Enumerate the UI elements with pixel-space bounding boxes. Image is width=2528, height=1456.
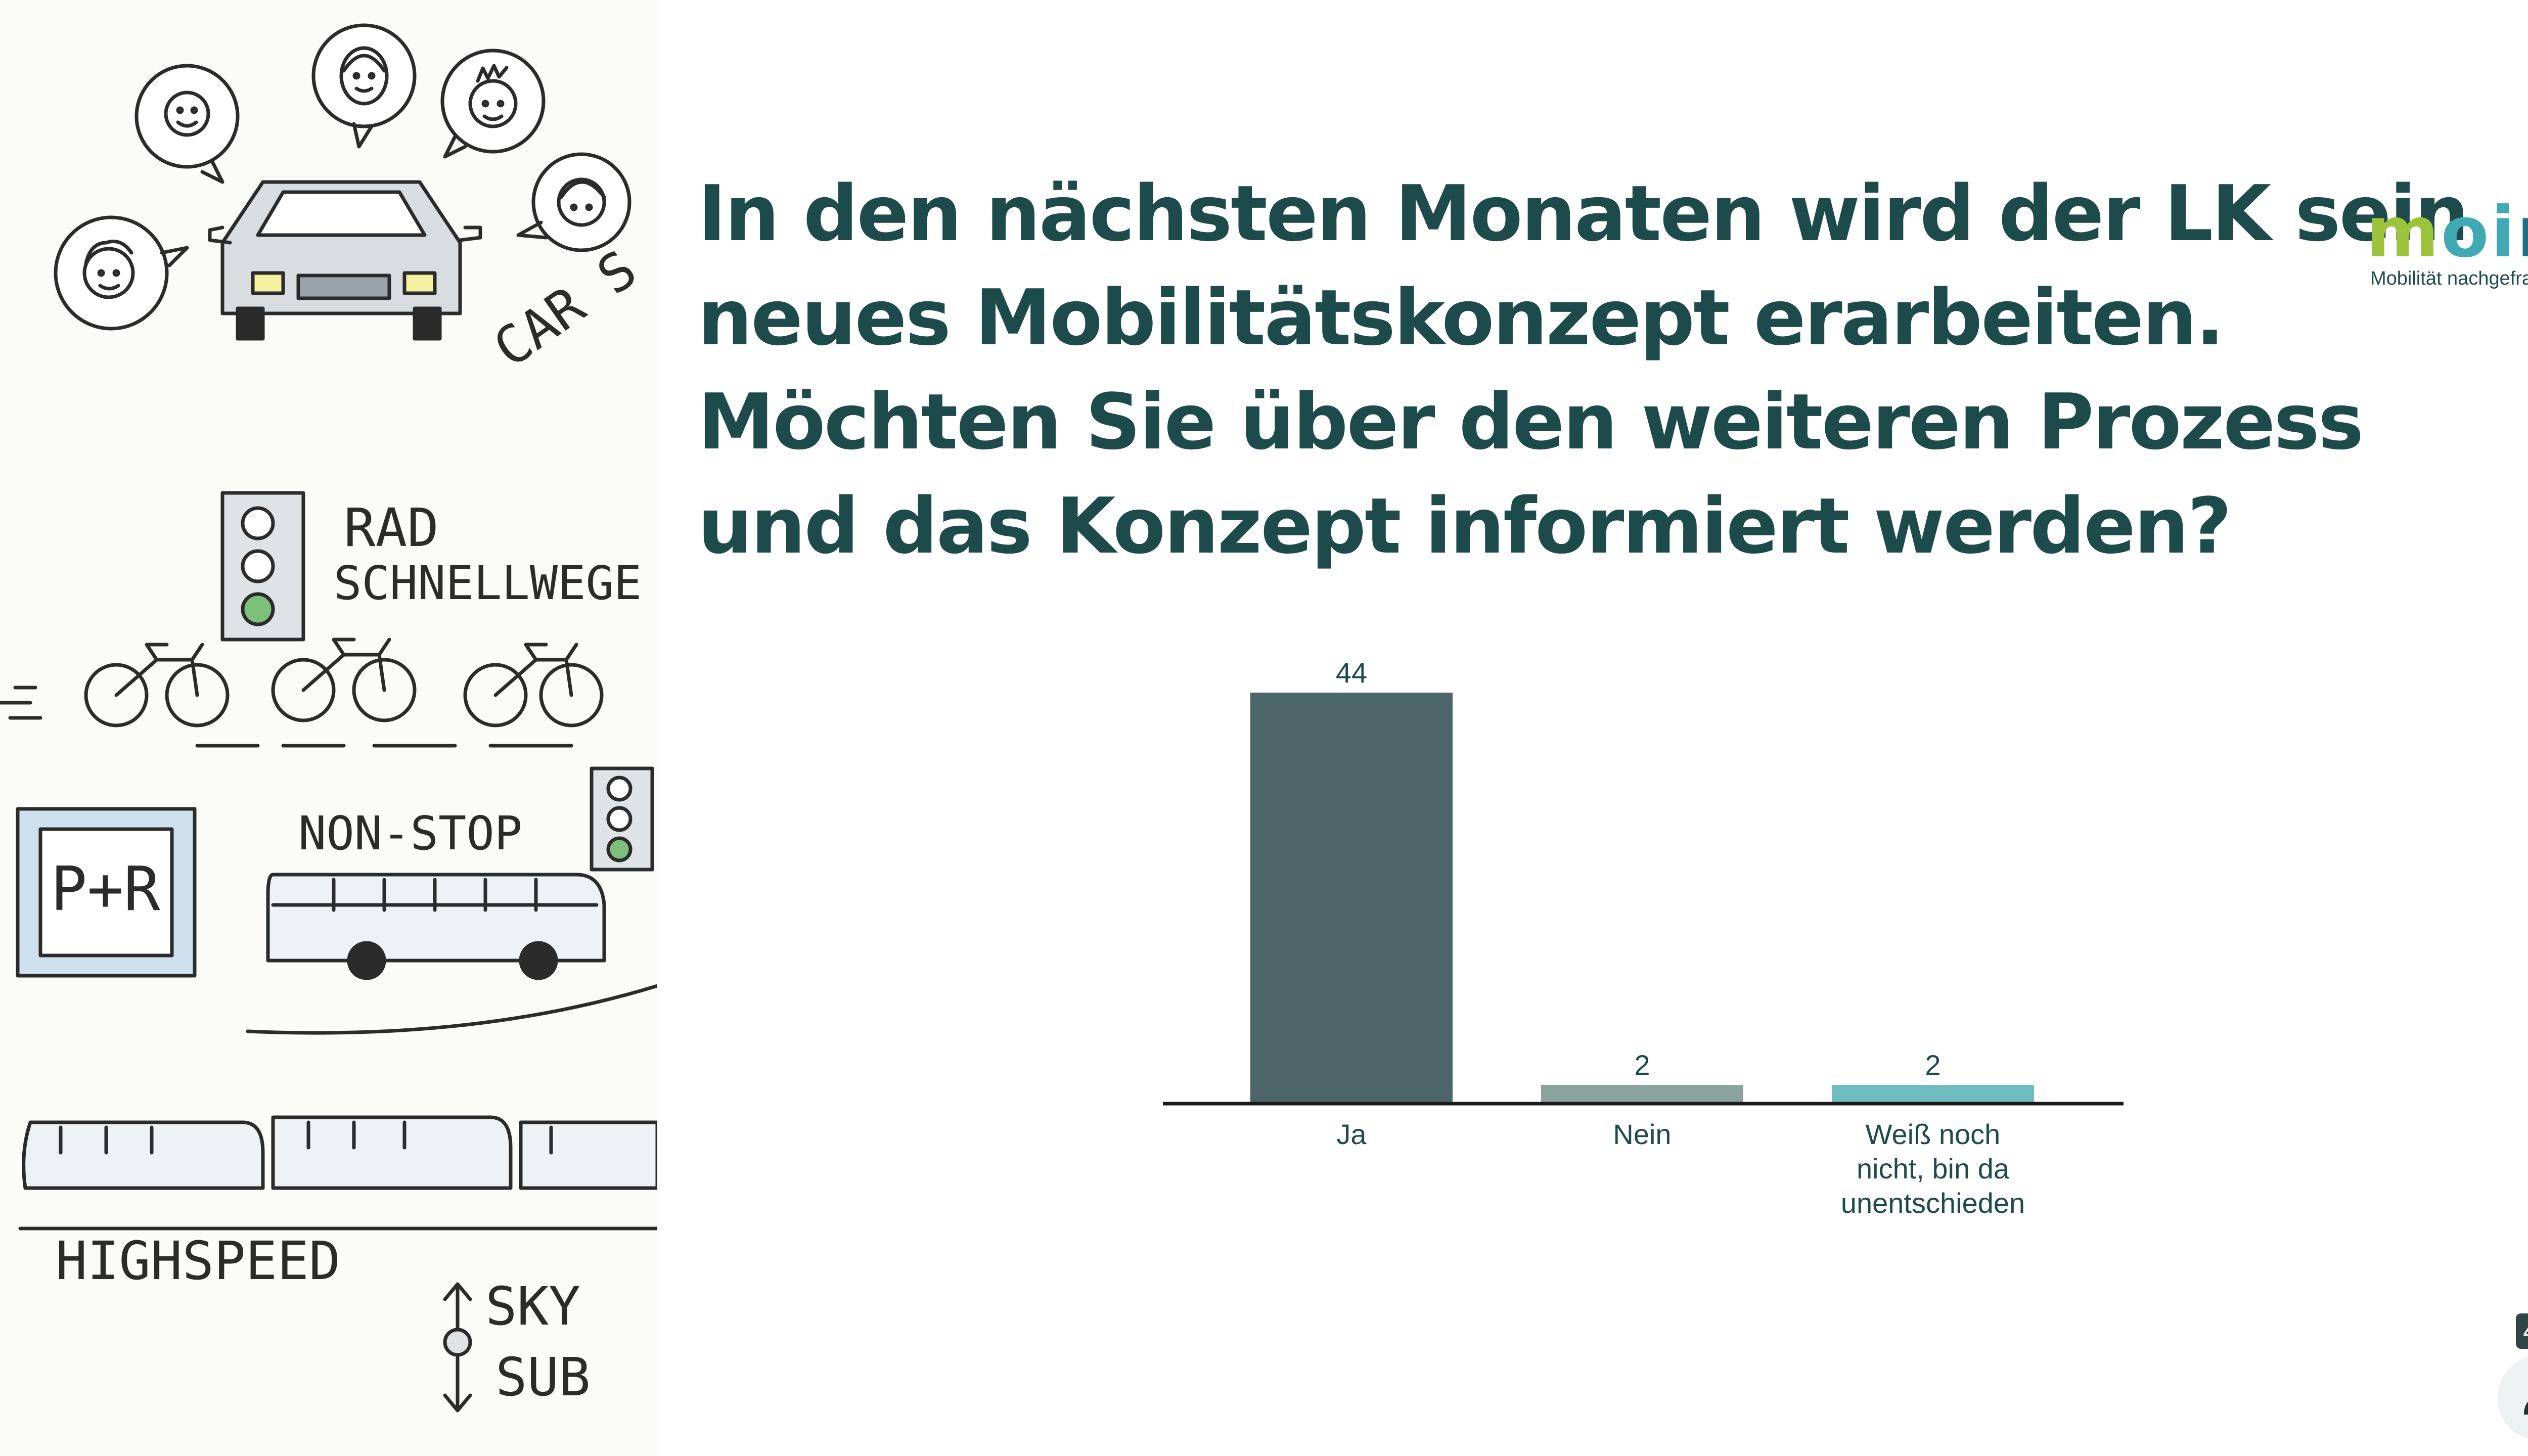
traffic-light-icon [220, 491, 305, 642]
bar-value-label: 44 [1336, 657, 1367, 689]
category-label: Ja [1336, 1118, 1367, 1150]
bus-icon [266, 873, 606, 980]
participants-count-badge: 48 [2516, 1313, 2528, 1349]
bicycle-icon [271, 638, 417, 722]
illustration-label-highspeed: HIGHSPEED [56, 1230, 341, 1292]
highspeed-train-icon [22, 1115, 657, 1190]
headline-line: In den nächsten Monaten wird der LK sein [698, 169, 2469, 258]
bar-nein [1541, 1085, 1743, 1104]
illustration-label-schnellwege: SCHNELLWEGE [334, 556, 642, 610]
speech-bubble-face-icon [54, 215, 189, 331]
speech-bubble-face-icon [134, 64, 240, 184]
logo-letter: m [2366, 192, 2441, 273]
speech-bubble-face-icon [516, 152, 631, 252]
park-and-ride-sign-icon [16, 807, 197, 978]
illustration-label-rad: RAD [344, 497, 439, 559]
logo-tagline: Mobilität nachgefragt. [2370, 268, 2528, 289]
logo-letter: n [2517, 192, 2528, 273]
illustration-label-sky: SKY [485, 1276, 580, 1337]
moin-logo: moin. Mobilität nachgefragt. [2366, 197, 2528, 298]
category-label: Nein [1613, 1118, 1671, 1150]
sky-sub-arrow-icon [443, 1282, 472, 1413]
participants-button[interactable] [2498, 1355, 2528, 1441]
illustration-label-sub: SUB [495, 1346, 591, 1408]
car-icon [208, 180, 482, 341]
speech-bubble-face-icon [311, 23, 417, 149]
headline-line: und das Konzept informiert werden? [698, 481, 2232, 571]
bicycle-icon [84, 643, 230, 727]
speech-bubble-face-icon [440, 49, 546, 159]
logo-wordmark: moin. [2366, 197, 2528, 268]
category-label: unentschieden [1841, 1187, 2025, 1219]
bar-value-label: 2 [1925, 1049, 1940, 1081]
bicycle-icon [463, 643, 604, 727]
traffic-light-icon [590, 766, 654, 872]
bar-ja [1250, 693, 1453, 1104]
participants-indicator[interactable]: 48 [2498, 1304, 2528, 1441]
category-label: Weiß noch [1866, 1118, 2001, 1150]
logo-letter: o [2441, 192, 2491, 273]
headline-line: Möchten Sie über den weiteren Prozess [698, 377, 2364, 467]
logo-letter: i [2491, 192, 2517, 273]
mobility-illustration: CAR S RAD SCHNELLWEGE NON-STOP P+R HIGHS… [0, 0, 657, 1456]
question-headline: In den nächsten Monaten wird der LK sein… [698, 162, 2469, 578]
category-label: nicht, bin da [1857, 1153, 2010, 1185]
person-icon [2524, 1401, 2528, 1415]
bar-weiß [1832, 1085, 2034, 1104]
illustration-label-non-stop: NON-STOP [298, 806, 522, 860]
headline-line: neues Mobilitätskonzept erarbeiten. [698, 273, 2225, 362]
illustration-label-p-r: P+R [51, 854, 160, 925]
bar-value-label: 2 [1634, 1049, 1650, 1081]
